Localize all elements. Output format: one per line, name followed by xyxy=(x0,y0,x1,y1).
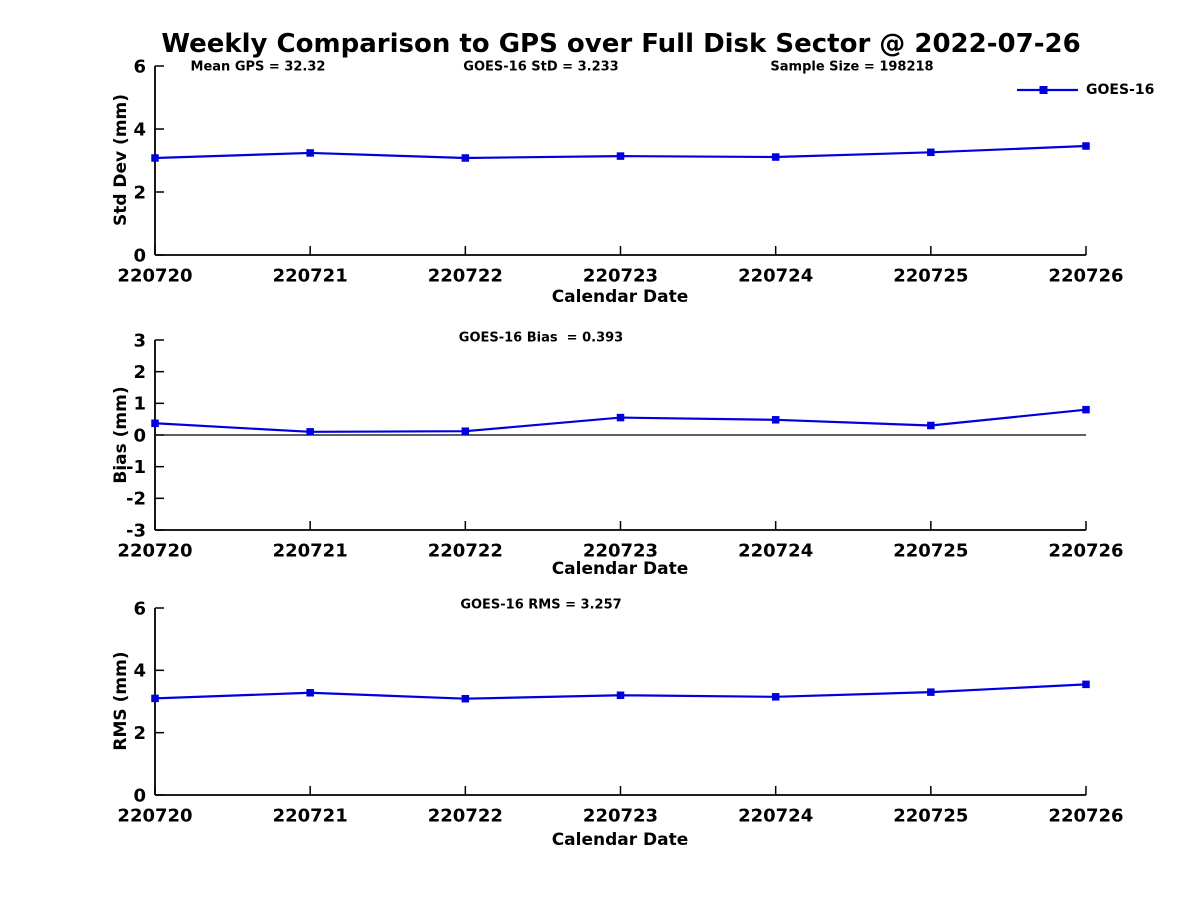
x-tick-label: 220722 xyxy=(428,540,503,561)
data-point-marker xyxy=(616,152,625,160)
x-tick-label: 220725 xyxy=(893,265,968,286)
x-tick-label: 220726 xyxy=(1048,805,1123,826)
x-tick-label: 220723 xyxy=(583,540,658,561)
y-tick-label: 0 xyxy=(133,785,146,806)
annotation-goes16-bias: GOES-16 Bias = 0.393 xyxy=(458,330,624,346)
y-tick-label: -3 xyxy=(126,520,146,541)
legend-label: GOES-16 xyxy=(1086,82,1155,98)
x-axis-label-bottom: Calendar Date xyxy=(551,830,689,850)
x-tick-label: 220725 xyxy=(893,805,968,826)
x-tick-label: 220722 xyxy=(428,805,503,826)
y-tick-label: 0 xyxy=(133,425,146,446)
x-tick-label: 220726 xyxy=(1048,265,1123,286)
page-title: Weekly Comparison to GPS over Full Disk … xyxy=(161,29,1081,59)
data-point-marker xyxy=(771,153,780,161)
annotation-goes16-std: GOES-16 StD = 3.233 xyxy=(463,59,619,75)
y-tick-label: 6 xyxy=(133,598,146,619)
data-point-marker xyxy=(927,688,935,696)
data-point-marker xyxy=(1082,680,1090,689)
data-point-marker xyxy=(771,416,780,424)
data-point-marker xyxy=(927,421,935,430)
data-point-marker xyxy=(771,693,780,701)
y-tick-label: 0 xyxy=(133,245,146,266)
data-point-marker xyxy=(1082,405,1090,414)
data-point-marker xyxy=(151,419,159,428)
legend-marker xyxy=(1039,86,1048,94)
data-point-marker xyxy=(306,428,314,436)
y-tick-label: 1 xyxy=(133,394,146,415)
annotation-mean-gps: Mean GPS = 32.32 xyxy=(190,59,326,75)
y-tick-label: 4 xyxy=(133,119,146,140)
x-axis-label-top: Calendar Date xyxy=(551,287,689,307)
data-point-marker xyxy=(616,413,625,422)
x-tick-label: 220726 xyxy=(1048,540,1123,561)
x-tick-label: 220721 xyxy=(273,540,348,561)
x-tick-label: 220724 xyxy=(738,805,813,826)
x-tick-label: 220720 xyxy=(117,805,192,826)
data-point-marker xyxy=(306,149,314,157)
data-point-marker xyxy=(461,154,470,162)
y-tick-label: 3 xyxy=(133,330,146,351)
data-point-marker xyxy=(151,154,159,162)
y-tick-label: 2 xyxy=(133,723,146,744)
data-point-marker xyxy=(1082,142,1090,150)
y-tick-label: 2 xyxy=(133,362,146,383)
x-tick-label: 220722 xyxy=(428,265,503,286)
annotation-sample-size: Sample Size = 198218 xyxy=(770,59,934,75)
y-tick-label: 4 xyxy=(133,661,146,682)
data-point-marker xyxy=(616,691,625,700)
x-tick-label: 220724 xyxy=(738,540,813,561)
data-point-marker xyxy=(461,694,470,703)
x-tick-label: 220721 xyxy=(273,805,348,826)
x-tick-label: 220723 xyxy=(583,805,658,826)
x-tick-label: 220721 xyxy=(273,265,348,286)
data-point-marker xyxy=(151,694,159,703)
x-tick-label: 220720 xyxy=(117,540,192,561)
y-tick-label: -1 xyxy=(126,457,146,478)
data-point-marker xyxy=(461,427,470,435)
x-tick-label: 220725 xyxy=(893,540,968,561)
data-point-marker xyxy=(306,689,314,697)
y-tick-label: 6 xyxy=(133,56,146,77)
annotation-goes16-rms: GOES-16 RMS = 3.257 xyxy=(460,597,622,613)
x-axis-label-middle: Calendar Date xyxy=(551,559,689,579)
x-tick-label: 220724 xyxy=(738,265,813,286)
data-point-marker xyxy=(927,148,935,157)
y-tick-label: -2 xyxy=(126,489,146,510)
x-tick-label: 220720 xyxy=(117,265,192,286)
x-tick-label: 220723 xyxy=(583,265,658,286)
y-tick-label: 2 xyxy=(133,182,146,203)
